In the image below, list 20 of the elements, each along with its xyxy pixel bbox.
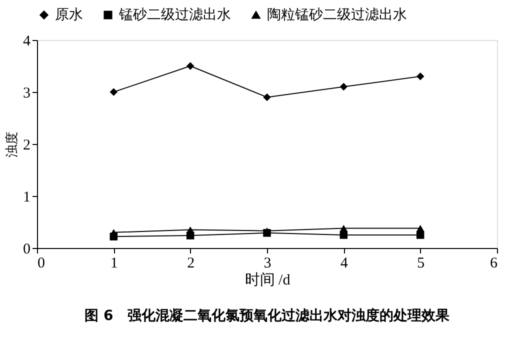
legend-label: 陶粒锰砂二级过滤出水 bbox=[267, 7, 407, 23]
legend-label: 锰砂二级过滤出水 bbox=[118, 7, 231, 23]
y-tick-label: 2 bbox=[23, 138, 30, 154]
x-tick-label: 2 bbox=[187, 256, 195, 272]
y-axis-title: 浊度 bbox=[4, 132, 19, 158]
text: 图 6 强化混凝二氧化氯预氧化过滤出水对浊度的处理效果 bbox=[84, 307, 450, 324]
point bbox=[416, 224, 424, 232]
x-tick-label: 4 bbox=[340, 256, 348, 272]
x-tick-label: 0 bbox=[38, 256, 45, 272]
y-tick-label: 0 bbox=[23, 242, 30, 258]
x-tick-label: 5 bbox=[417, 256, 425, 272]
legend-label: 原水 bbox=[55, 7, 83, 23]
x-axis-title: 时间 /d bbox=[244, 272, 291, 288]
y-tick-label: 1 bbox=[23, 190, 30, 206]
x-tick-label: 3 bbox=[264, 256, 272, 272]
point bbox=[110, 88, 118, 96]
y-tick-label: 4 bbox=[23, 34, 31, 50]
x-tick-label: 6 bbox=[490, 256, 498, 272]
x-tick-label: 1 bbox=[110, 256, 118, 272]
y-tick-label: 3 bbox=[23, 86, 30, 102]
